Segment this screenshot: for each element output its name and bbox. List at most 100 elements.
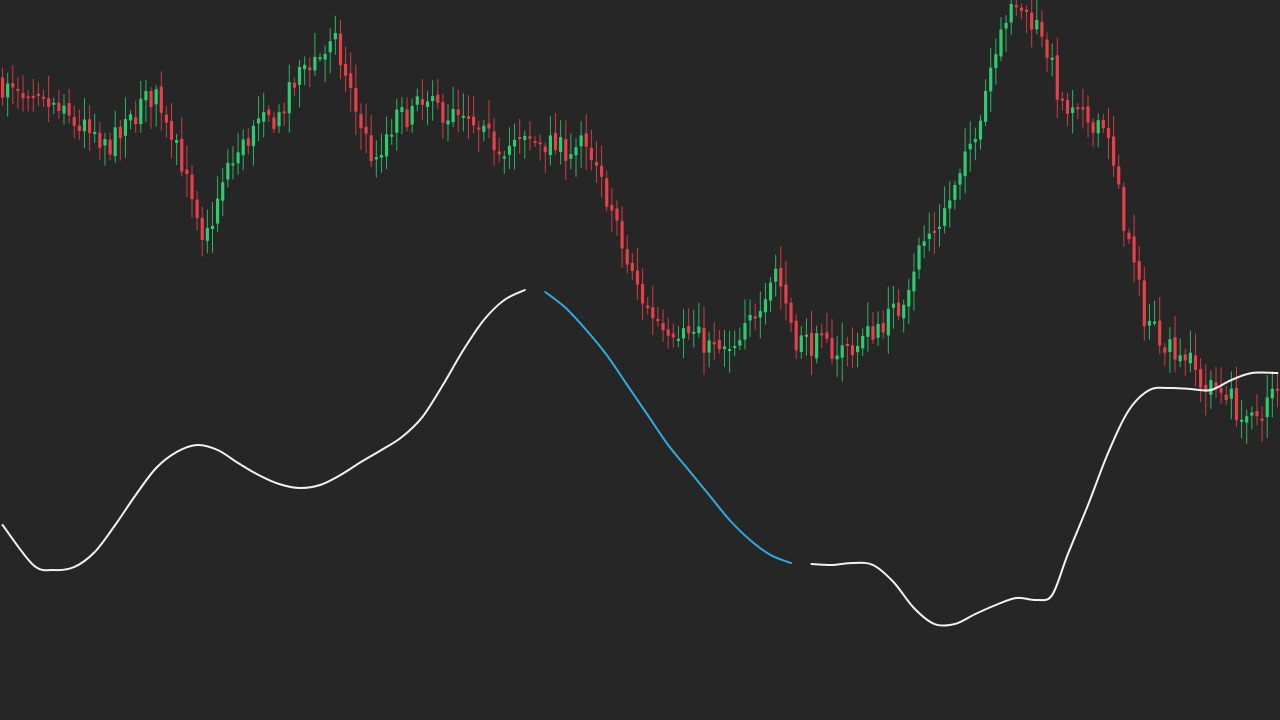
candle-body [297,67,302,85]
candle-body [41,96,46,99]
candle-body [231,163,235,166]
candle [379,133,384,173]
candle-body [907,289,911,307]
candle-body [52,102,56,105]
candle [630,252,634,281]
candle [344,46,348,93]
candle [702,306,706,375]
candle-body [620,221,624,249]
candle-body [1234,387,1239,421]
candle [1096,113,1100,148]
candle [932,212,936,254]
candle-body [1086,106,1090,123]
candle-body [1245,416,1249,423]
candle-body [1214,382,1218,389]
candle-body [538,142,542,145]
candle-body [963,151,967,177]
candle [400,97,404,135]
candle-body [1009,3,1013,23]
candle [927,212,931,252]
candle-body [251,125,256,147]
candle-body [917,245,921,270]
candle [548,116,552,166]
candle-body [11,83,15,88]
candle-body [1270,388,1274,399]
candle [666,317,670,349]
candle [943,186,947,234]
candle [477,120,481,153]
candle-body [528,136,532,139]
candle-body [272,117,276,129]
candle-body [1147,320,1152,326]
candle-body [1060,98,1064,101]
candle-body [978,120,983,140]
candle [149,87,153,130]
candle-body [226,162,230,180]
candle-body [200,217,204,240]
candle-body [1250,412,1254,416]
candle-body [722,346,727,350]
candle [651,285,655,335]
candle-body [354,87,358,112]
candle [1009,0,1013,35]
candle [1265,375,1269,439]
candle [717,329,721,354]
candle [313,32,317,76]
candle-body [313,56,317,71]
candle [743,299,747,350]
candle-body [472,116,476,126]
candle-body [779,268,783,287]
candle [804,318,808,356]
candle-body [400,107,404,112]
candle [978,115,983,150]
candle-body [953,185,957,200]
candle-body [1168,339,1172,353]
candle-body [487,123,491,129]
candle [1199,358,1203,402]
candle [205,209,209,254]
candle [272,111,276,134]
candle [856,332,860,368]
candle-body [221,182,225,201]
candle [374,140,378,178]
candle-body [1035,19,1039,30]
candle-body [589,147,593,161]
candle [640,268,645,321]
candle-body [333,32,337,40]
candle [41,89,46,107]
candle [579,121,583,168]
candle-body [1122,186,1126,231]
candle [287,64,291,133]
candle [518,118,522,155]
candle-body [1260,418,1264,421]
candle [262,92,266,138]
candle-body [205,227,209,241]
candle [21,75,25,112]
candle [564,120,568,180]
candle-body [47,98,51,107]
candle-body [1188,352,1192,364]
candle [256,96,261,141]
candle-body [886,308,890,336]
candle [1086,95,1090,138]
candle [282,102,286,126]
candle [31,79,35,112]
candle [420,79,424,121]
candle-body [267,109,271,116]
candle-body [728,349,732,352]
candle [748,299,752,337]
candle [635,247,640,300]
candle-body [26,96,30,99]
candle-body [850,345,855,356]
candle [861,328,865,357]
candle [948,181,952,228]
candle [456,89,460,133]
candle [912,253,916,311]
candle-body [937,226,942,229]
candle [231,146,235,180]
candle-body [1117,166,1121,185]
candle [113,110,117,164]
candle-body [651,307,655,319]
candle [1112,115,1116,178]
candle [318,53,322,63]
